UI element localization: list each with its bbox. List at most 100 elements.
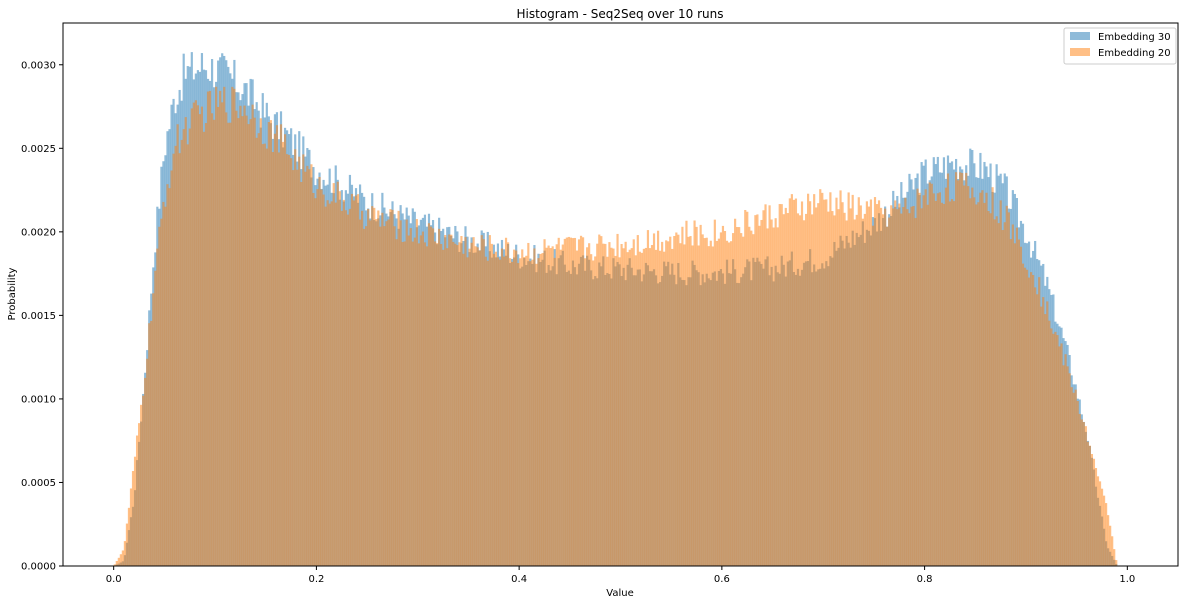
histogram-bar — [466, 257, 469, 566]
histogram-bar — [663, 251, 666, 566]
histogram-bar — [304, 171, 307, 566]
histogram-bar — [511, 261, 514, 566]
histogram-bar — [415, 219, 418, 567]
histogram-bar — [310, 164, 313, 566]
y-tick-label: 0.0000 — [21, 562, 56, 573]
histogram-bar — [476, 247, 479, 566]
histogram-bar — [486, 260, 489, 566]
histogram-bar — [579, 235, 583, 566]
histogram-bar — [602, 243, 605, 567]
x-tick-label: 0.2 — [308, 574, 324, 585]
histogram-bar — [306, 165, 309, 567]
histogram-bar — [748, 226, 751, 567]
histogram-bar — [549, 248, 552, 567]
histogram-bar — [1046, 301, 1049, 566]
histogram-bar — [571, 238, 575, 566]
histogram-bar — [267, 122, 270, 566]
histogram-bar — [150, 320, 153, 566]
histogram-bar — [265, 148, 268, 566]
histogram-bar — [689, 236, 692, 567]
histogram-bar — [525, 255, 528, 566]
histogram-bar — [170, 170, 173, 566]
histogram-bar — [352, 200, 356, 566]
histogram-bar — [892, 208, 895, 566]
histogram-bar — [480, 235, 483, 566]
histogram-bar — [464, 237, 467, 567]
histogram-bar — [500, 248, 504, 566]
histogram-bar — [920, 208, 923, 566]
y-tick-label: 0.0030 — [21, 60, 56, 71]
histogram-bar — [381, 212, 384, 567]
histogram-bar — [174, 145, 177, 566]
histogram-bar — [1113, 549, 1116, 566]
histogram-bar — [790, 194, 793, 566]
histogram-bar — [661, 241, 664, 566]
histogram-bar — [506, 242, 510, 566]
histogram-bar — [857, 197, 860, 567]
histogram-bar — [231, 86, 234, 566]
histogram-bar — [835, 197, 838, 567]
histogram-bar — [815, 207, 818, 566]
histogram-bar — [1100, 488, 1104, 566]
histogram-bar — [644, 247, 648, 566]
histogram-bar — [281, 141, 285, 566]
histogram-bar — [849, 208, 852, 566]
histogram-bar — [819, 189, 822, 566]
histogram-bar — [837, 209, 840, 566]
histogram-bar — [778, 204, 781, 567]
histogram-bar — [498, 259, 502, 566]
histogram-bar — [695, 226, 698, 566]
histogram-bar — [354, 195, 358, 567]
histogram-bar — [277, 152, 281, 566]
histogram-bar — [999, 200, 1002, 566]
histogram-bar — [590, 254, 593, 566]
histogram-bar — [987, 211, 990, 566]
histogram-bar — [683, 244, 686, 567]
histogram-bar — [632, 239, 635, 566]
histogram-bar — [417, 243, 420, 566]
bars-layer — [113, 52, 1118, 567]
histogram-bar — [606, 256, 609, 566]
y-tick-label: 0.0020 — [21, 227, 56, 238]
histogram-bar — [912, 206, 915, 566]
histogram-bar — [158, 226, 161, 567]
histogram-bar — [344, 210, 347, 567]
histogram-bar — [113, 564, 116, 566]
histogram-bar — [618, 257, 621, 566]
histogram-bar — [537, 258, 540, 566]
histogram-bar — [1080, 419, 1083, 566]
histogram-bar — [1042, 297, 1045, 566]
histogram-bar — [488, 235, 491, 566]
histogram-bar — [827, 211, 830, 567]
histogram-bar — [180, 139, 183, 566]
histogram-bar — [348, 208, 352, 566]
histogram-bar — [405, 219, 408, 566]
histogram-bar — [192, 102, 195, 567]
histogram-bar — [200, 106, 204, 567]
histogram-bar — [294, 149, 297, 566]
histogram-bar — [1025, 269, 1029, 566]
histogram-bar — [1009, 239, 1012, 567]
histogram-bar — [397, 210, 400, 567]
histogram-bar — [957, 180, 960, 566]
histogram-bar — [279, 124, 283, 567]
histogram-bar — [160, 218, 163, 566]
histogram-bar — [1048, 320, 1051, 566]
histogram-bar — [332, 183, 335, 566]
histogram-bar — [117, 557, 120, 566]
y-tick-label: 0.0015 — [21, 311, 56, 322]
histogram-bar — [888, 217, 891, 566]
histogram-bar — [361, 210, 364, 567]
histogram-bar — [138, 423, 141, 566]
histogram-bar — [659, 250, 662, 566]
histogram-bar — [326, 200, 329, 567]
histogram-bar — [717, 238, 720, 566]
histogram-bar — [450, 234, 453, 567]
legend-swatch-embedding-30 — [1070, 32, 1090, 40]
histogram-bar — [906, 209, 909, 566]
histogram-bar — [977, 202, 980, 567]
histogram-bar — [685, 220, 688, 567]
histogram-bar — [367, 209, 370, 567]
histogram-bar — [484, 256, 487, 566]
histogram-bar — [1115, 560, 1118, 566]
